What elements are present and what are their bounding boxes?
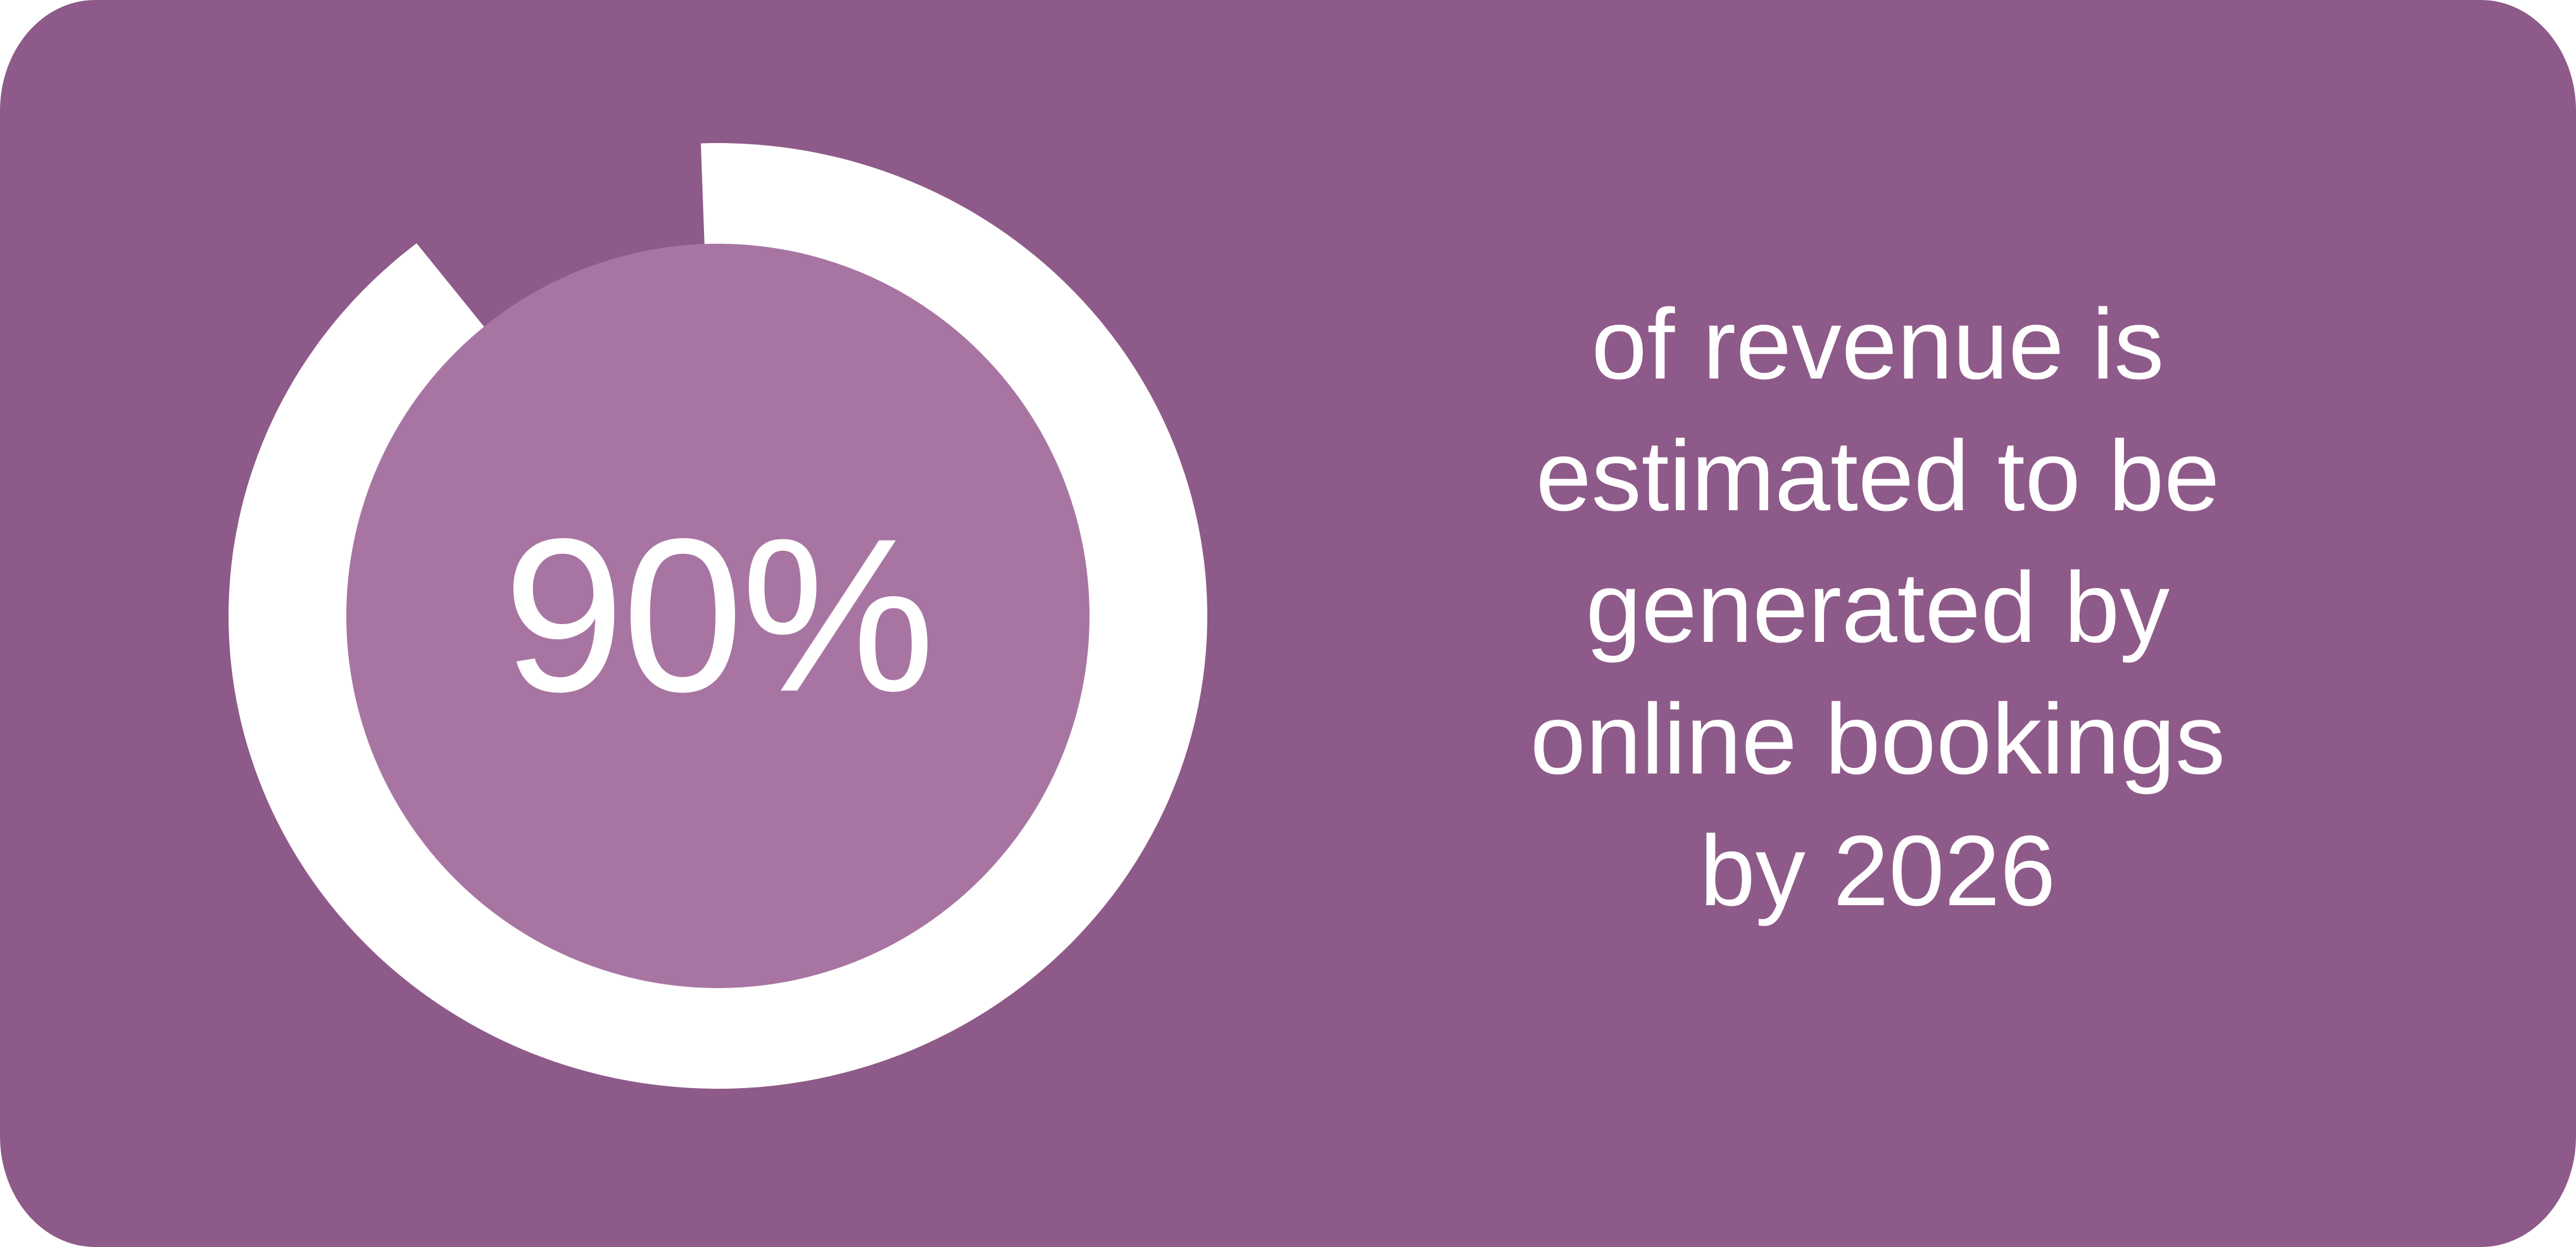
donut-inner-circle (346, 244, 1090, 988)
caption-line: by 2026 (1699, 815, 2056, 927)
caption-line: generated by (1585, 552, 2170, 663)
caption-line: of revenue is (1591, 289, 2164, 400)
caption-line: estimated to be (1535, 420, 2220, 532)
caption-text: of revenue is estimated to be generated … (1435, 279, 2321, 937)
caption-line: online bookings (1530, 684, 2226, 795)
percentage-value: 90% (503, 494, 936, 737)
